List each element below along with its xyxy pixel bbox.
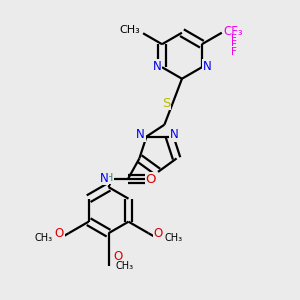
Text: O: O <box>113 250 123 263</box>
Text: N: N <box>152 60 161 73</box>
Text: CH₃: CH₃ <box>120 25 140 35</box>
Text: CH₃: CH₃ <box>116 261 134 272</box>
Text: S: S <box>162 97 171 110</box>
Text: O: O <box>153 227 163 240</box>
Text: F: F <box>231 47 237 57</box>
Text: N: N <box>202 60 211 73</box>
Text: N: N <box>170 128 179 141</box>
Text: CH₃: CH₃ <box>164 233 183 243</box>
Text: O: O <box>146 172 156 186</box>
Text: F: F <box>231 40 237 50</box>
Text: H: H <box>105 173 113 183</box>
Text: CF₃: CF₃ <box>224 25 243 38</box>
Text: N: N <box>136 128 145 141</box>
Text: O: O <box>55 227 64 240</box>
Text: CH₃: CH₃ <box>34 233 53 243</box>
Text: N: N <box>100 172 109 185</box>
Text: F: F <box>231 34 237 44</box>
